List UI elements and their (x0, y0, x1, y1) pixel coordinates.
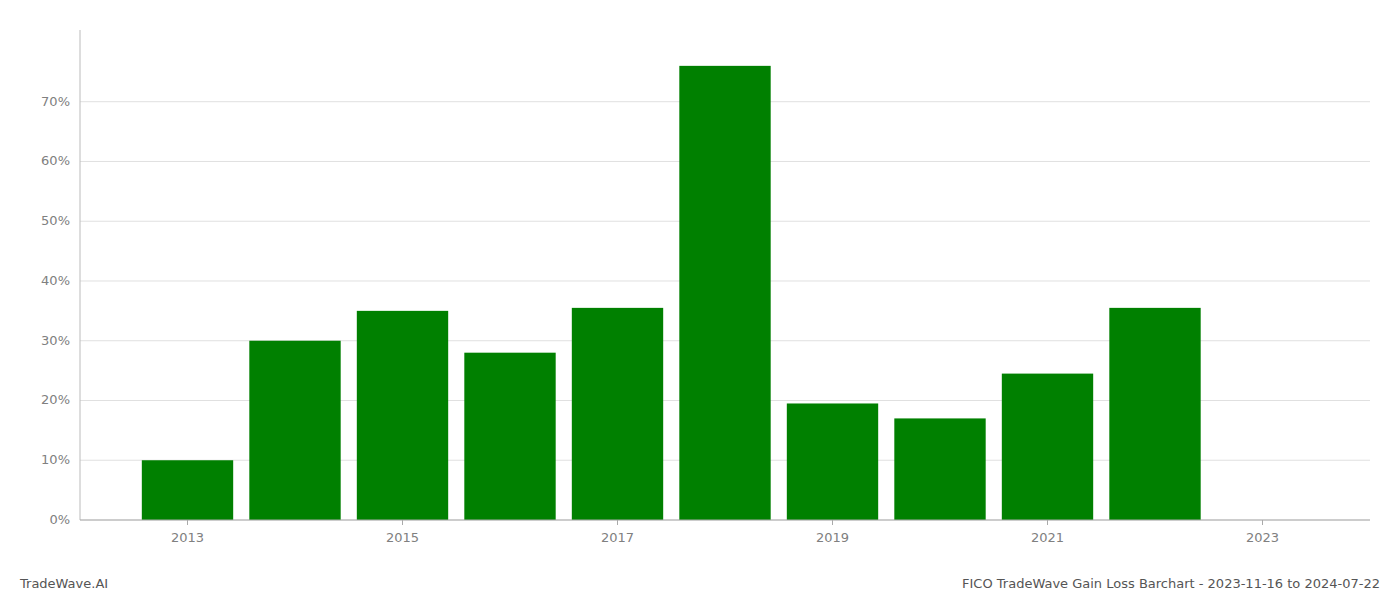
chart-title: FICO TradeWave Gain Loss Barchart - 2023… (962, 576, 1380, 591)
x-tick-label: 2015 (386, 530, 419, 545)
x-tick (1262, 520, 1263, 525)
watermark: TradeWave.AI (19, 576, 108, 591)
y-tick-label: 50% (41, 213, 70, 228)
bar (679, 66, 770, 520)
y-axis-line (80, 30, 81, 520)
y-tick-label: 70% (41, 94, 70, 109)
bar (142, 460, 233, 520)
y-ticks: 0% 10% 20% 30% 40% 50% 60% 70% (41, 94, 70, 527)
y-tick-label: 30% (41, 333, 70, 348)
x-tick (402, 520, 403, 525)
x-axis-line (80, 520, 1370, 521)
bar (787, 403, 878, 520)
x-tick-label: 2017 (601, 530, 634, 545)
bar (572, 308, 663, 520)
y-tick-label: 60% (41, 153, 70, 168)
bar (464, 353, 555, 520)
x-tick (187, 520, 188, 525)
bar (249, 341, 340, 520)
x-tick (1047, 520, 1048, 525)
grid-line (80, 520, 1370, 521)
bar (357, 311, 448, 520)
chart-container: 0%10%20%30%40%50%60%70%20132015201720192… (0, 0, 1400, 600)
bar (1109, 308, 1200, 520)
x-tick-label: 2023 (1246, 530, 1279, 545)
y-tick-label: 40% (41, 273, 70, 288)
y-tick-label: 10% (41, 452, 70, 467)
bar (1002, 374, 1093, 520)
x-tick-label: 2019 (816, 530, 849, 545)
x-tick-label: 2021 (1031, 530, 1064, 545)
y-tick-label: 20% (41, 392, 70, 407)
x-tick (617, 520, 618, 525)
x-tick (832, 520, 833, 525)
chart-svg: 0%10%20%30%40%50%60%70%20132015201720192… (0, 0, 1400, 600)
x-ticks: 2013 2015 2017 2019 2021 2023 (171, 520, 1279, 545)
bars (142, 66, 1201, 520)
x-tick-label: 2013 (171, 530, 204, 545)
bar (894, 418, 985, 520)
y-tick-label: 0% (49, 512, 70, 527)
